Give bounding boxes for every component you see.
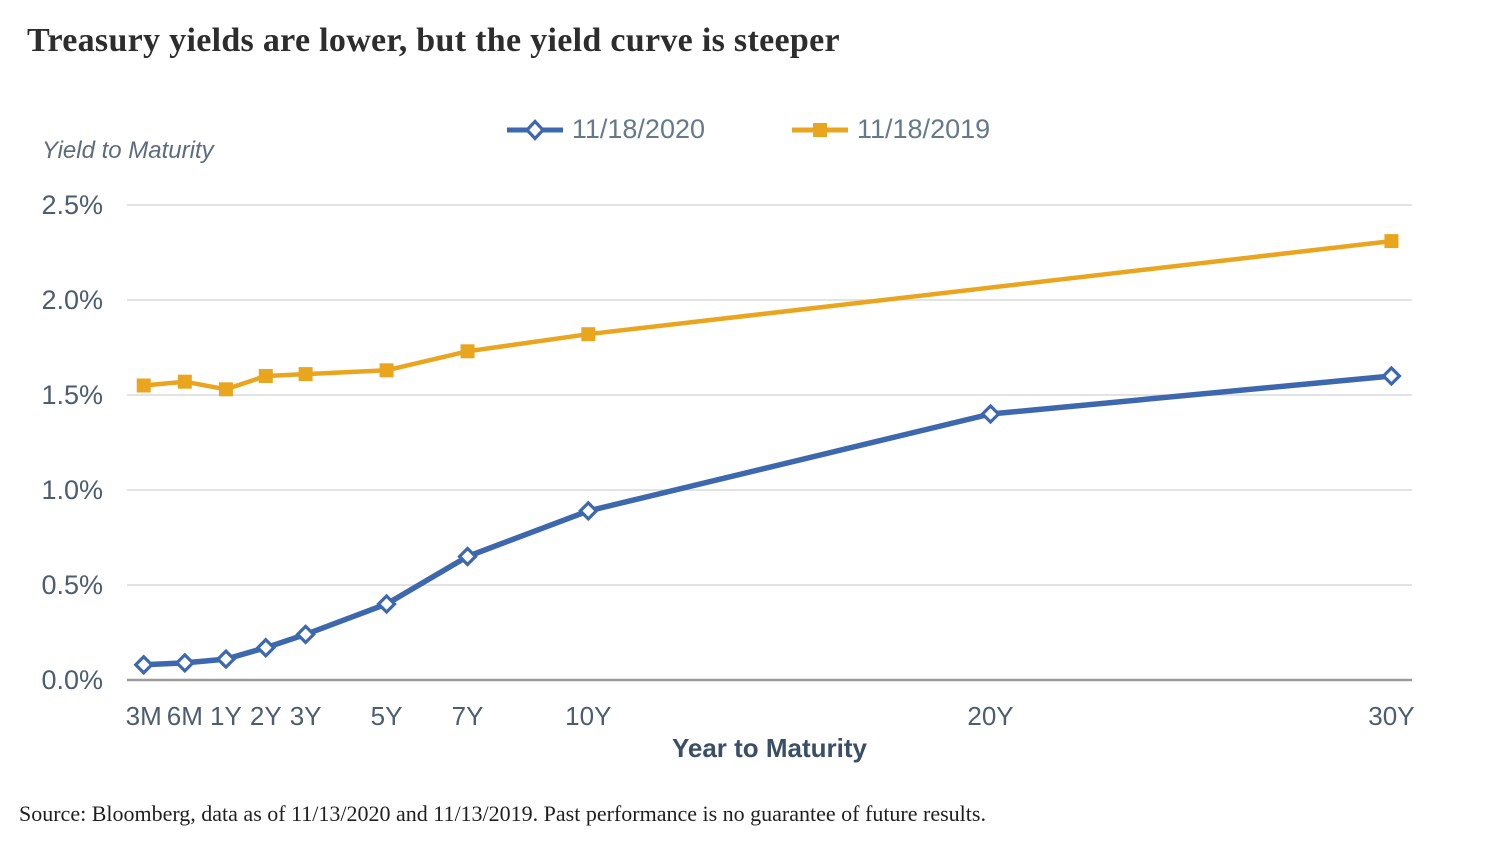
diamond-legend-marker-icon [506, 118, 563, 141]
legend-label: 11/18/2019 [857, 114, 991, 144]
series-line-11/18/2020 [140, 373, 1395, 668]
x-tick-label: 6M [166, 701, 203, 731]
source-note: Source: Bloomberg, data as of 11/13/2020… [19, 801, 986, 826]
x-tick-label: 10Y [565, 701, 612, 731]
square-marker [581, 327, 596, 342]
diamond-marker [215, 648, 237, 670]
y-tick-label: 1.5% [41, 380, 103, 410]
y-tick-label: 2.0% [41, 285, 103, 315]
diamond-marker [578, 500, 599, 522]
diamond-marker [457, 546, 478, 567]
y-tick-label: 1.0% [41, 475, 103, 505]
legend-item: 11/18/2019 [791, 114, 990, 145]
x-tick-label: 3Y [289, 701, 322, 731]
square-marker [136, 378, 151, 393]
diamond-marker [980, 403, 1001, 425]
square-marker [177, 374, 192, 389]
x-tick-label: 2Y [249, 701, 282, 731]
y-tick-label: 2.5% [41, 190, 103, 220]
diamond-marker [255, 637, 277, 658]
series-line-11/18/2019 [141, 238, 1394, 392]
x-axis-title: Year to Maturity [671, 733, 868, 763]
x-tick-label: 1Y [210, 701, 242, 731]
diamond-marker [295, 624, 316, 645]
chart-title: Treasury yields are lower, but the yield… [27, 22, 840, 59]
square-legend-marker-icon [792, 122, 848, 137]
square-marker [1384, 234, 1399, 249]
square-marker [379, 363, 394, 378]
x-tick-label: 3M [125, 701, 162, 731]
y-tick-label: 0.0% [41, 665, 103, 695]
x-tick-label: 7Y [451, 701, 484, 731]
diamond-marker [174, 652, 196, 674]
chart-legend: 11/18/2020 11/18/2019 [0, 114, 1496, 145]
x-tick-label: 20Y [967, 701, 1014, 731]
diamond-marker [133, 654, 154, 676]
y-axis-title: Yield to Maturity [42, 137, 214, 164]
y-tick-label: 0.5% [41, 570, 103, 600]
x-tick-label: 30Y [1368, 701, 1415, 731]
x-tick-label: 5Y [370, 701, 403, 731]
square-marker [298, 367, 313, 382]
legend-item: 11/18/2020 [506, 114, 705, 145]
legend-label: 11/18/2020 [571, 114, 705, 144]
square-marker [218, 382, 233, 397]
diamond-marker [1381, 365, 1402, 387]
diamond-marker [376, 593, 397, 615]
square-marker [258, 369, 273, 383]
square-marker [460, 344, 475, 359]
